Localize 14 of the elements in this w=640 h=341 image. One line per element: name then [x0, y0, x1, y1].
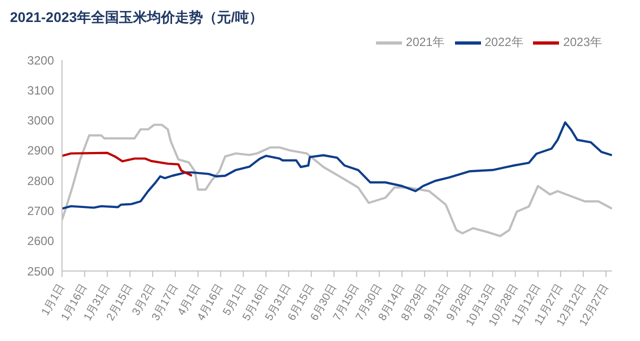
line-series [62, 152, 194, 177]
y-tick-label: 3000 [27, 114, 54, 128]
legend-label: 2022年 [484, 35, 524, 50]
y-tick-label: 2700 [27, 204, 54, 218]
line-series [62, 121, 612, 210]
y-tick-label: 2800 [27, 174, 54, 188]
y-tick-label: 3100 [27, 83, 54, 98]
y-tick-label: 3200 [27, 53, 54, 68]
legend-label: 2021年 [406, 35, 445, 50]
chart-title: 2021-2023年全国玉米均价走势（元/吨） [9, 8, 264, 27]
y-tick-label: 2500 [27, 264, 54, 278]
legend-label: 2023年 [563, 35, 602, 50]
y-tick-label: 2600 [27, 234, 54, 248]
y-tick-label: 2900 [27, 144, 54, 158]
